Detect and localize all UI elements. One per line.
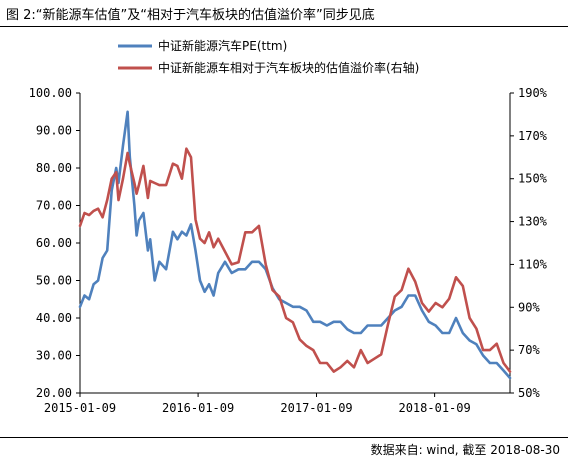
y-right-tick-label: 190% — [518, 86, 548, 100]
y-left-tick-label: 40.00 — [36, 311, 72, 325]
x-tick-label: 2018-01-09 — [398, 401, 470, 415]
y-right-tick-label: 90% — [518, 300, 540, 314]
legend-label: 中证新能源车相对于汽车板块的估值溢价率(右轴) — [158, 60, 419, 75]
y-right-tick-label: 70% — [518, 343, 540, 357]
y-right-tick-label: 50% — [518, 386, 540, 400]
source-note: 数据来自: wind, 截至 2018-08-30 — [370, 443, 560, 457]
y-left-tick-label: 70.00 — [36, 199, 72, 213]
x-tick-label: 2016-01-09 — [162, 401, 234, 415]
y-left-tick-label: 100.00 — [29, 86, 72, 100]
legend-label: 中证新能源汽车PE(ttm) — [158, 38, 287, 53]
y-left-tick-label: 90.00 — [36, 124, 72, 138]
figure-title: 图 2:“新能源车估值”及“相对于汽车板块的估值溢价率”同步见底 — [6, 8, 375, 23]
y-left-tick-label: 30.00 — [36, 349, 72, 363]
y-right-tick-label: 130% — [518, 215, 548, 229]
title-rule — [0, 26, 568, 27]
y-left-tick-label: 20.00 — [36, 386, 72, 400]
x-tick-label: 2017-01-09 — [280, 401, 352, 415]
x-tick-label: 2015-01-09 — [44, 401, 116, 415]
y-right-tick-label: 170% — [518, 129, 548, 143]
axes: 20.00 30.00 40.00 50.00 60.00 70.00 80.00 90.00… — [29, 86, 548, 415]
series-lines — [78, 110, 512, 380]
y-left-tick-label: 60.00 — [36, 236, 72, 250]
series-line-pe — [78, 110, 512, 380]
y-right-tick-label: 110% — [518, 257, 548, 271]
y-left-tick-label: 80.00 — [36, 161, 72, 175]
y-left-tick-label: 50.00 — [36, 274, 72, 288]
source-rule — [0, 437, 568, 438]
legend: 中证新能源汽车PE(ttm) 中证新能源车相对于汽车板块的估值溢价率(右轴) — [118, 38, 419, 75]
series-line-premium — [78, 147, 512, 373]
y-right-tick-label: 150% — [518, 172, 548, 186]
